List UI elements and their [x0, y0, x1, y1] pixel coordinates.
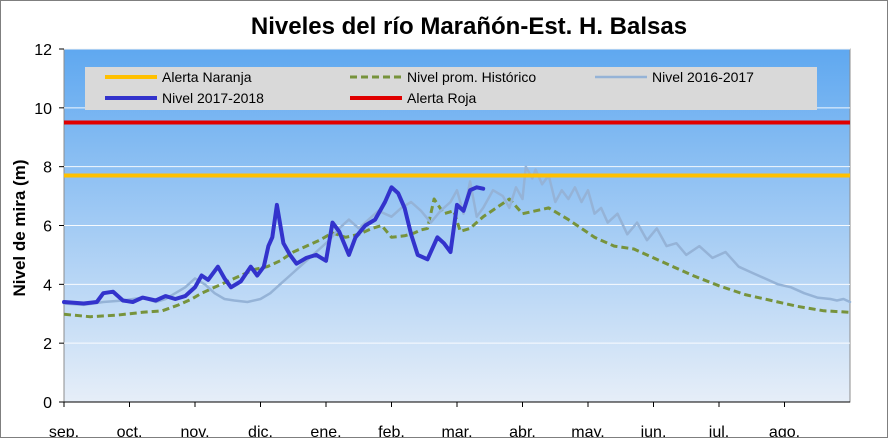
y-tick-label: 6	[43, 219, 52, 236]
y-axis-ticks: 0 2 4 6 8 10 12	[34, 42, 64, 412]
series-promedio-line	[63, 197, 851, 319]
legend: Alerta Naranja Nivel prom. Histórico Nivel…	[85, 67, 817, 110]
x-tick-label: sep.	[49, 424, 79, 437]
x-tick-label: mar.	[441, 424, 472, 437]
x-tick-label: jul.	[708, 424, 729, 437]
x-tick-label: feb.	[378, 424, 405, 437]
y-tick-label: 8	[43, 160, 52, 177]
y-tick-label: 2	[43, 336, 52, 353]
y-tick-label: 12	[34, 42, 52, 59]
series-group	[62, 120, 852, 319]
x-tick-label: ago.	[769, 424, 800, 437]
legend-label-promedio: Nivel prom. Histórico	[407, 69, 536, 85]
legend-label-n2016: Nivel 2016-2017	[652, 69, 754, 85]
legend-label-naranja: Alerta Naranja	[162, 69, 252, 85]
x-tick-label: nov.	[180, 424, 209, 437]
y-axis-label: Nivel de mira (m)	[10, 160, 29, 297]
x-tick-label: dic.	[248, 424, 273, 437]
series-n2017-line	[62, 185, 486, 306]
legend-label-roja: Alerta Roja	[407, 90, 476, 106]
y-tick-label: 10	[34, 101, 52, 118]
series-n2016-line	[62, 165, 852, 307]
chart-title: Niveles del río Marañón-Est. H. Balsas	[251, 13, 687, 40]
y-tick-label: 0	[43, 395, 52, 412]
x-tick-label: jun.	[640, 424, 667, 437]
legend-box	[85, 67, 817, 110]
x-tick-label: ene.	[310, 424, 341, 437]
x-tick-label: may.	[571, 424, 604, 437]
y-tick-label: 4	[43, 277, 52, 294]
x-tick-label: oct.	[117, 424, 143, 437]
legend-label-n2017: Nivel 2017-2018	[162, 90, 264, 106]
x-axis-ticks: sep. oct. nov. dic. ene. feb. mar. abr. may. jun.…	[49, 401, 850, 441]
x-tick-label: abr.	[509, 424, 536, 437]
